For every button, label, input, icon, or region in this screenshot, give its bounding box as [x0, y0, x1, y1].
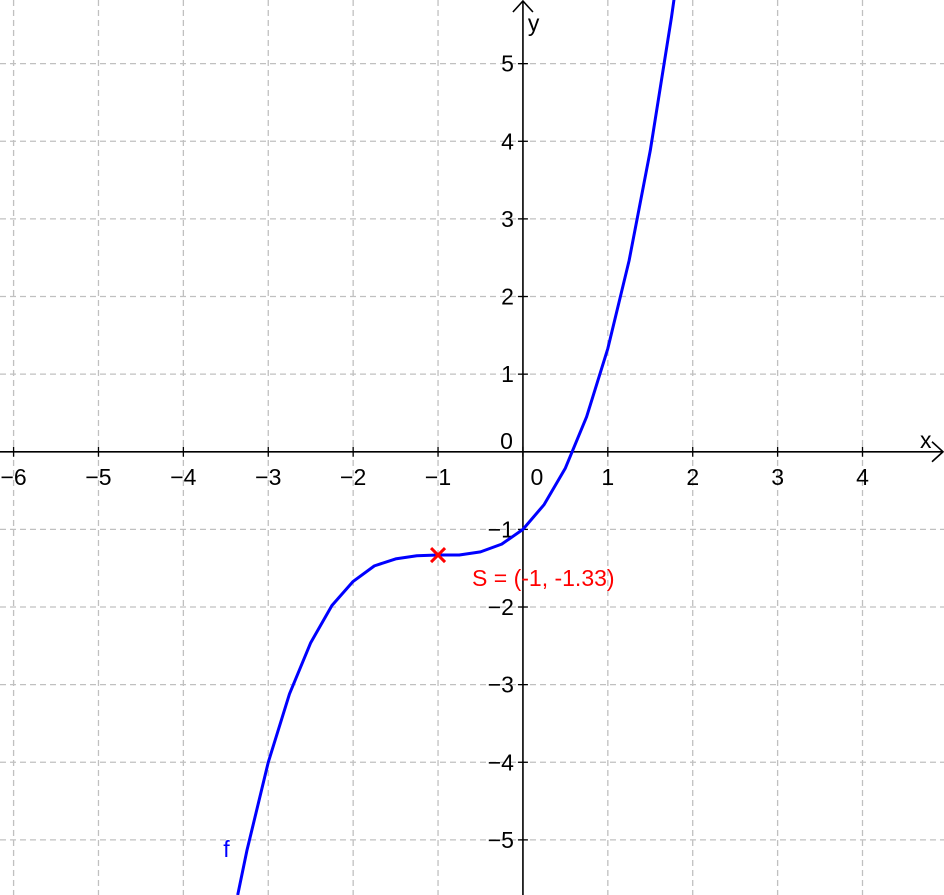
- x-axis-label: x: [920, 427, 932, 453]
- x-tick-label: −3: [255, 464, 281, 490]
- function-label: f: [223, 836, 230, 862]
- y-axis-label: y: [528, 10, 540, 36]
- y-tick-label: 0: [500, 428, 513, 454]
- y-tick-label: 4: [501, 128, 514, 154]
- x-tick-label: 4: [856, 464, 869, 490]
- x-tick-label: 1: [601, 464, 614, 490]
- x-tick-label: 2: [686, 464, 699, 490]
- x-tick-label: −1: [425, 464, 451, 490]
- x-tick-label: −4: [170, 464, 196, 490]
- y-tick-label: −5: [488, 827, 514, 853]
- y-tick-label: 5: [501, 51, 514, 77]
- x-tick-label: 0: [531, 464, 544, 490]
- x-axis-arrow: [931, 441, 944, 463]
- x-tick-label: −2: [340, 464, 366, 490]
- y-tick-label: −4: [488, 749, 514, 775]
- y-tick-label: 2: [501, 284, 514, 310]
- point-label: S = (-1, -1.33): [472, 565, 615, 591]
- function-curve: [236, 0, 676, 895]
- point-marker: [429, 546, 447, 564]
- y-axis-arrow: [512, 0, 534, 13]
- y-tick-label: 1: [501, 361, 514, 387]
- y-tick-label: 3: [501, 206, 514, 232]
- x-tick-label: 3: [771, 464, 784, 490]
- y-tick-label: −2: [488, 594, 514, 620]
- x-tick-label: −5: [85, 464, 111, 490]
- marks: [236, 0, 676, 895]
- x-tick-label: −6: [0, 464, 26, 490]
- y-tick-label: −3: [488, 672, 514, 698]
